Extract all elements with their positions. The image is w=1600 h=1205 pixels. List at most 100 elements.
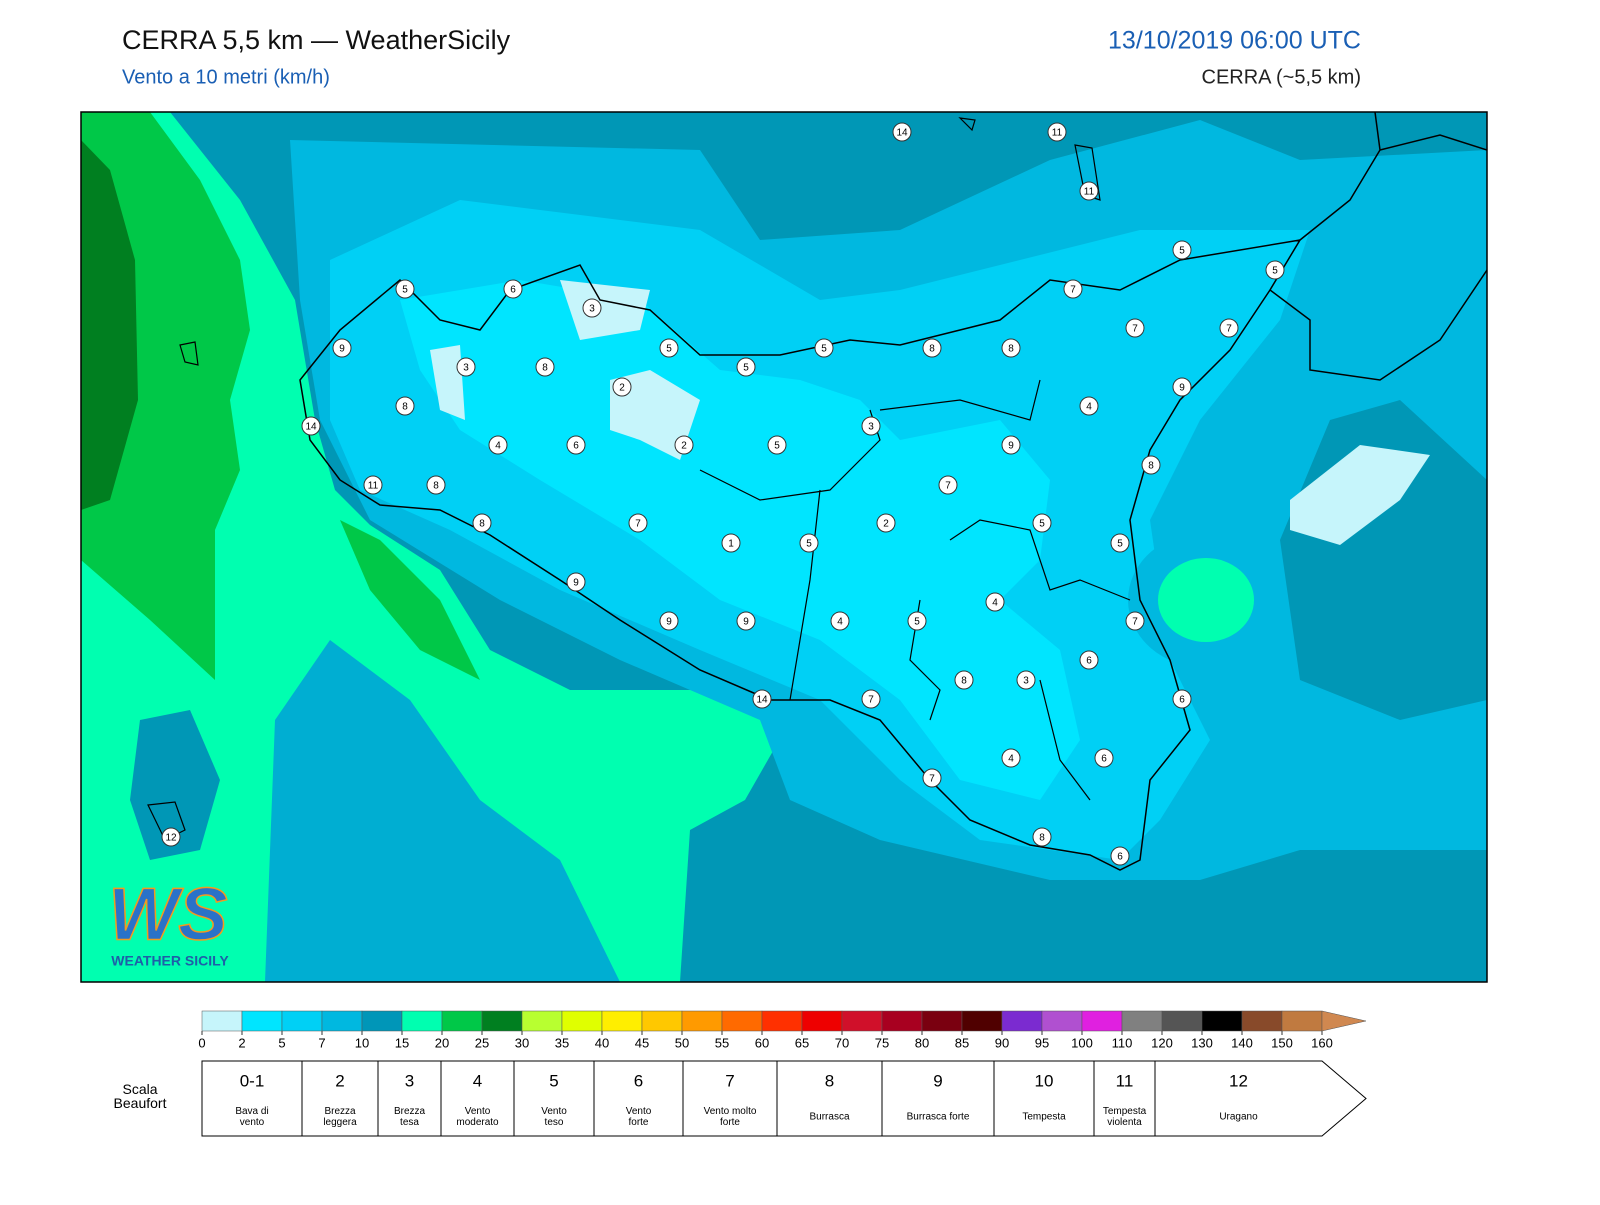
station-value: 3 — [463, 363, 469, 374]
colorbar-segment — [201, 1010, 243, 1032]
station-value: 8 — [402, 402, 408, 413]
colorbar-tick-label: 110 — [1112, 1035, 1133, 1050]
station-marker — [426, 475, 446, 495]
beaufort-name-line: Vento — [626, 1106, 652, 1117]
station-value: 14 — [896, 128, 908, 139]
station-value: 7 — [635, 519, 641, 530]
beaufort-name: Brezza tesa — [394, 1106, 426, 1128]
station-value: 14 — [305, 422, 317, 433]
station-value: 2 — [883, 519, 889, 530]
beaufort-name: Vento forte — [626, 1106, 652, 1128]
station-value: 8 — [433, 481, 439, 492]
logo-name: WEATHER SICILY — [111, 953, 229, 969]
colorbar-tick-label: 30 — [515, 1035, 529, 1050]
colorbar-tick-label: 35 — [555, 1035, 569, 1050]
colorbar-arrow — [1321, 1010, 1367, 1032]
station-value: 9 — [573, 578, 579, 589]
colorbar-tick-label: 120 — [1151, 1035, 1173, 1050]
beaufort-name-line: forte — [628, 1117, 648, 1128]
wind-area — [81, 112, 785, 982]
logo-mark: WS — [108, 873, 227, 956]
colorbar-segment — [601, 1010, 643, 1032]
station-value: 2 — [681, 441, 687, 452]
beaufort-name-line: Vento molto — [704, 1106, 757, 1117]
colorbar-segment — [761, 1010, 803, 1032]
wind-area — [340, 520, 480, 680]
colorbar-tick-label: 10 — [355, 1035, 369, 1050]
colorbar-segment — [721, 1010, 763, 1032]
colorbar-segment — [1241, 1010, 1283, 1032]
station-marker — [582, 298, 602, 318]
colorbar-segment — [681, 1010, 723, 1032]
station-marker — [830, 611, 850, 631]
station-marker — [1094, 748, 1114, 768]
colorbar-tick-label: 75 — [875, 1035, 889, 1050]
beaufort-force: 4 — [473, 1071, 482, 1090]
station-value: 11 — [1052, 128, 1063, 139]
beaufort-name: Uragano — [1219, 1112, 1258, 1123]
station-value: 6 — [1117, 852, 1123, 863]
station-value: 11 — [368, 481, 379, 492]
colorbar-segment — [481, 1010, 523, 1032]
wind-area — [130, 710, 220, 860]
station-value: 3 — [589, 304, 595, 315]
beaufort-label-line: Scala — [122, 1081, 157, 1097]
beaufort-cell — [993, 1060, 1095, 1137]
station-value: 9 — [339, 344, 345, 355]
station-marker — [1032, 513, 1052, 533]
station-marker — [301, 416, 321, 436]
station-marker — [938, 475, 958, 495]
colorbar-segment — [641, 1010, 683, 1032]
colorbar-tick-label: 55 — [715, 1035, 729, 1050]
beaufort-name-line: Brezza — [394, 1106, 426, 1117]
station-value: 6 — [510, 285, 516, 296]
beaufort-label-line: Beaufort — [114, 1095, 167, 1111]
station-marker — [456, 357, 476, 377]
station-value: 5 — [774, 441, 780, 452]
station-value: 6 — [1179, 695, 1185, 706]
station-value: 6 — [573, 441, 579, 452]
station-marker — [799, 533, 819, 553]
coastline — [299, 238, 1302, 871]
subtitle: Vento a 10 metri (km/h) — [122, 66, 330, 88]
beaufort-name-line: Brezza — [324, 1106, 356, 1117]
station-value: 9 — [1179, 383, 1185, 394]
station-marker — [535, 357, 555, 377]
station-marker — [814, 338, 834, 358]
station-value: 7 — [929, 774, 935, 785]
date: 13/10/2019 06:00 UTC — [1108, 27, 1361, 55]
beaufort-force: 8 — [825, 1071, 834, 1090]
colorbar-tick-label: 95 — [1035, 1035, 1049, 1050]
station-value: 8 — [1148, 461, 1154, 472]
colorbar-tick-label: 50 — [675, 1035, 689, 1050]
station-value: 8 — [1039, 833, 1045, 844]
wind-area — [81, 140, 138, 510]
colorbar-segment — [441, 1010, 483, 1032]
colorbar-segment — [1161, 1010, 1203, 1032]
colorbar-segment — [841, 1010, 883, 1032]
colorbar-segment — [281, 1010, 323, 1032]
colorbar-segment — [881, 1010, 923, 1032]
model: CERRA (~5,5 km) — [1202, 66, 1361, 88]
station-marker — [161, 827, 181, 847]
station-value: 8 — [929, 344, 935, 355]
station-value: 11 — [1084, 187, 1095, 198]
colorbar-tick-label: 20 — [435, 1035, 449, 1050]
beaufort-force: 0-1 — [240, 1071, 265, 1090]
province-border — [699, 379, 1131, 801]
colorbar-tick-label: 100 — [1071, 1035, 1093, 1050]
station-value: 1 — [728, 539, 734, 550]
station-marker — [674, 435, 694, 455]
beaufort-name-line: forte — [720, 1117, 740, 1128]
station-marker — [395, 396, 415, 416]
station-value: 7 — [868, 695, 874, 706]
station-marker — [922, 338, 942, 358]
station-marker — [1063, 279, 1083, 299]
station-value: 5 — [743, 363, 749, 374]
colorbar-tick-label: 90 — [995, 1035, 1009, 1050]
station-value: 8 — [479, 519, 485, 530]
colorbar-tick-label: 130 — [1191, 1035, 1213, 1050]
wind-area — [1158, 558, 1254, 642]
colorbar-segment — [921, 1010, 963, 1032]
station-marker — [1141, 455, 1161, 475]
